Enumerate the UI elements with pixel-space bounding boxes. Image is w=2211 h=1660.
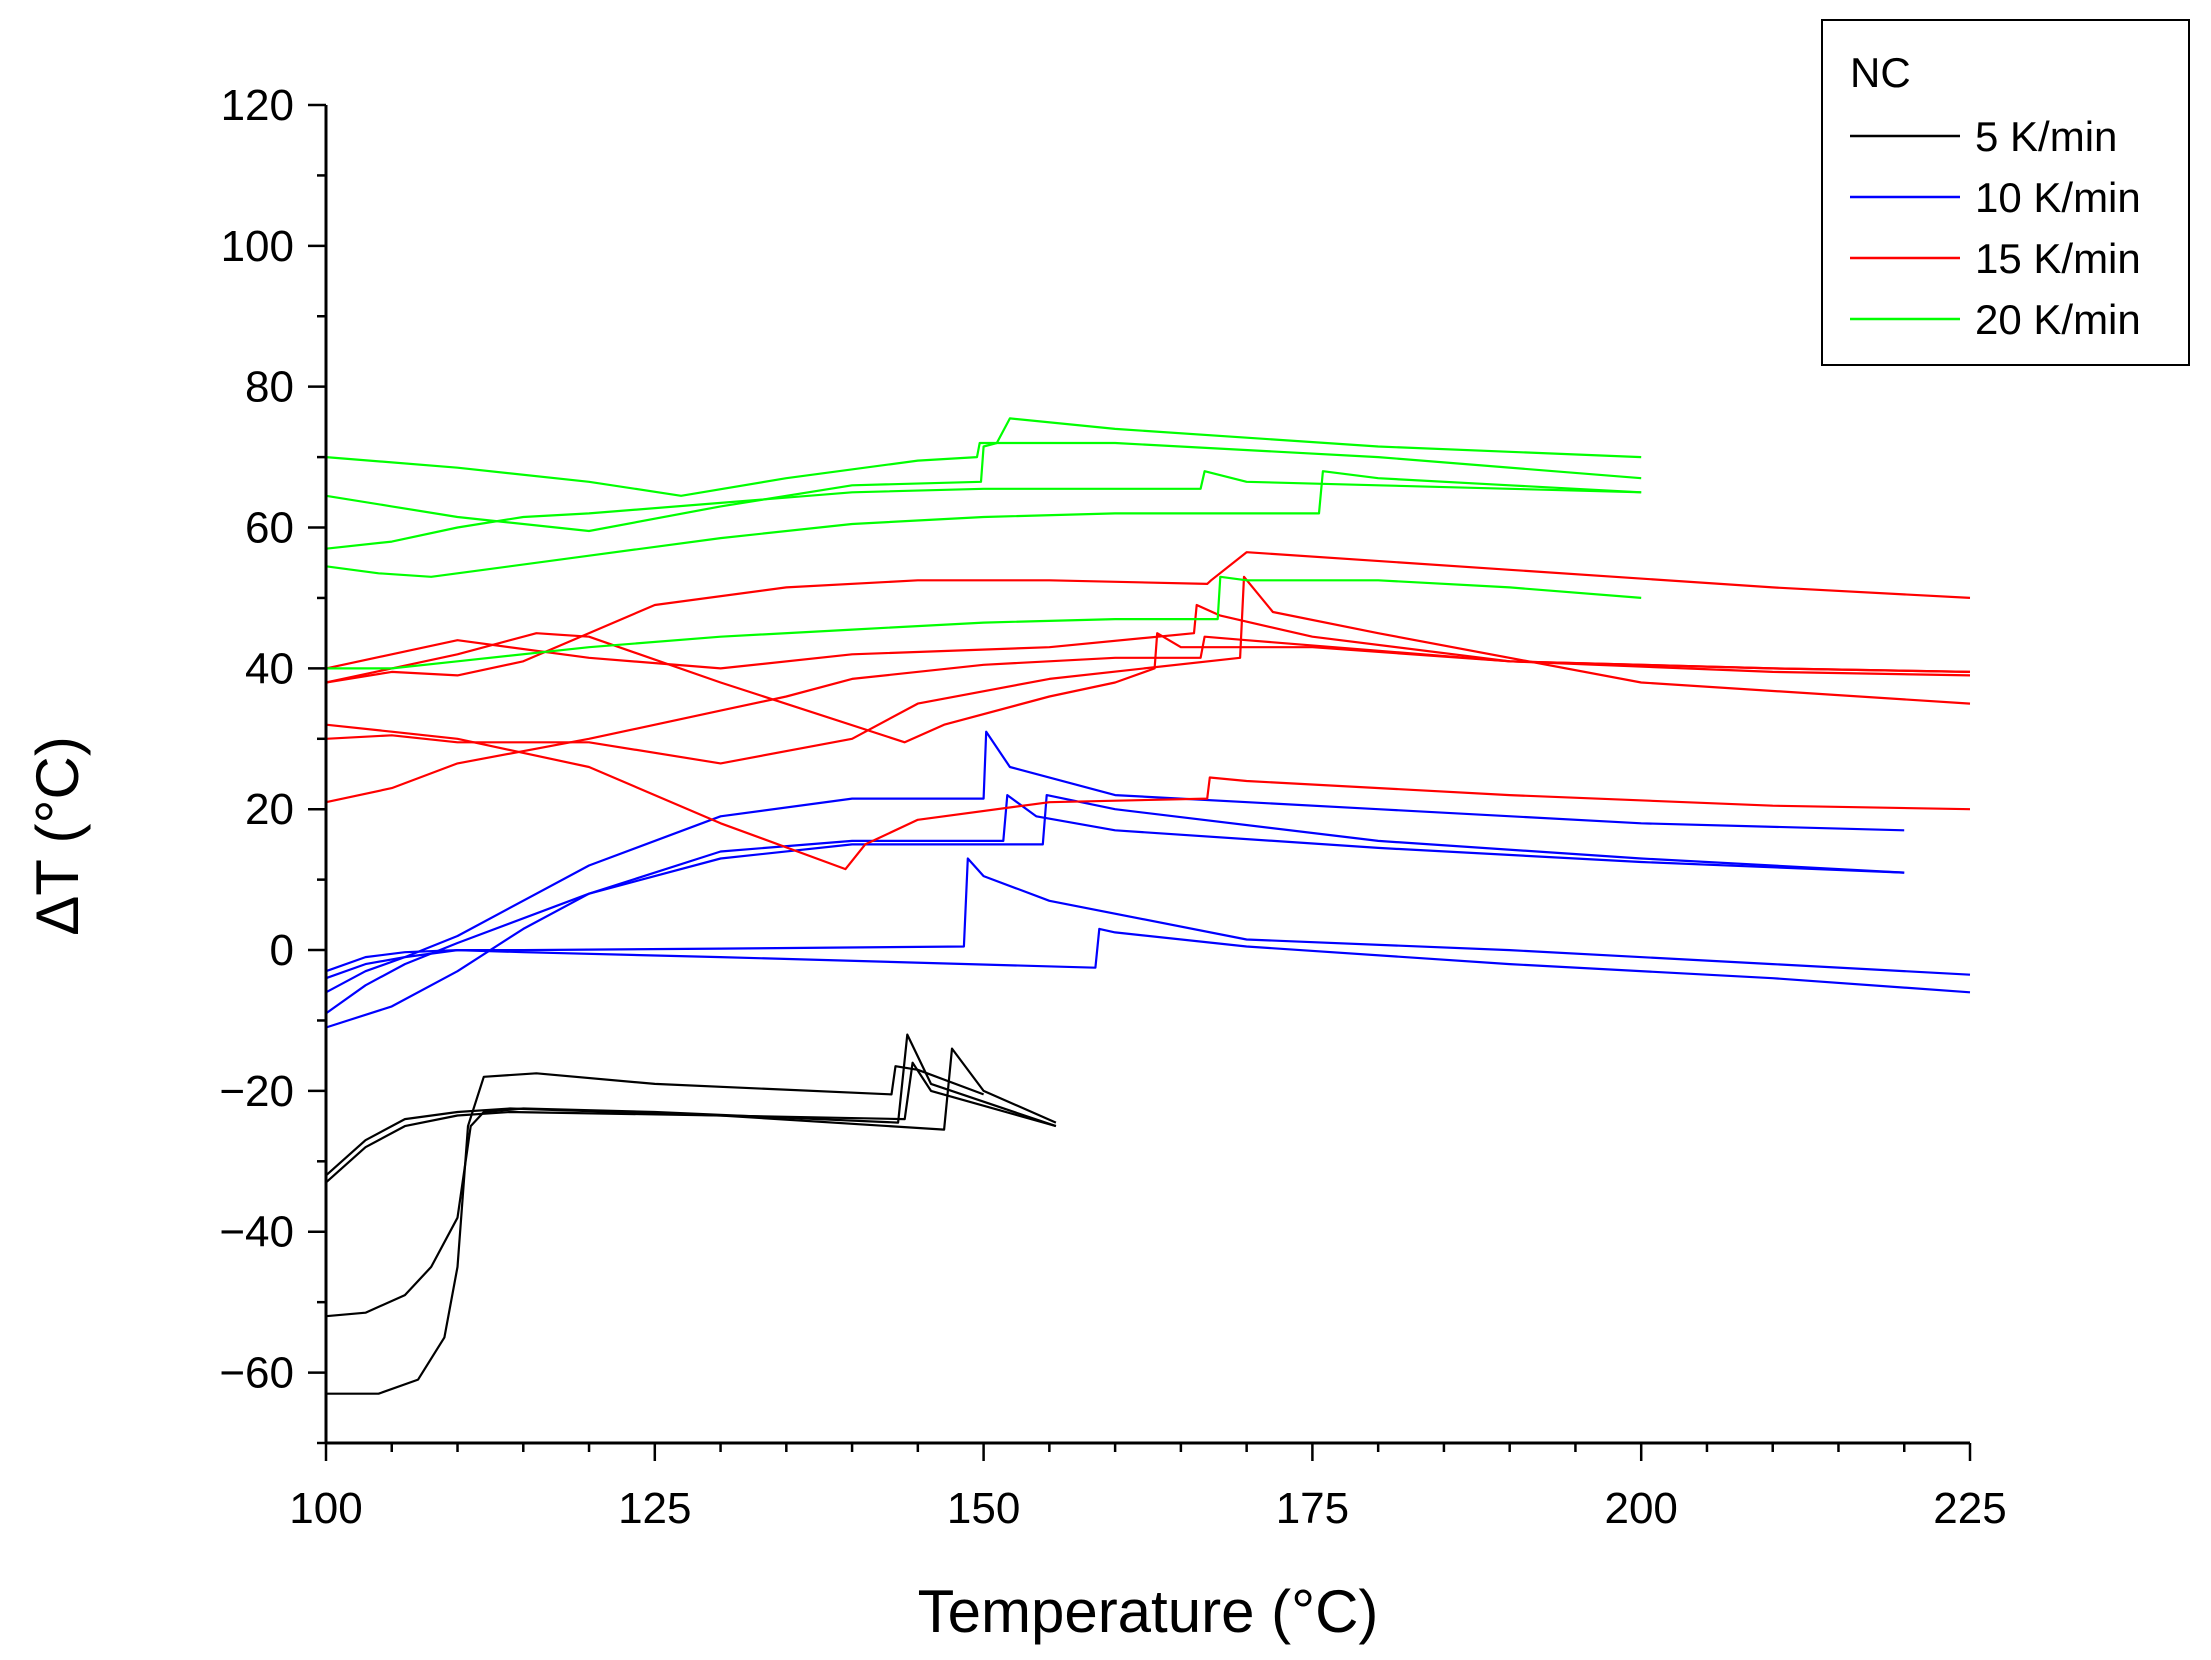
y-axis-title: ΔT (°C) [24,736,91,936]
y-tick-label: −20 [219,1067,294,1116]
series-line-10-k-min-5 [325,793,1905,1015]
x-tick-label: 200 [1604,1484,1677,1533]
y-tick-label: −60 [219,1349,294,1398]
series-line-10-k-min-7 [325,857,1971,994]
series-line-15-k-min-14 [325,723,1971,871]
series-line-5-k-min-3 [326,1065,984,1395]
y-tick-label: 0 [270,926,294,975]
series-line-20-k-min-15 [325,417,1642,497]
series-line-5-k-min-2 [325,1033,1057,1318]
legend-label: 20 K/min [1975,296,2141,343]
x-axis-title: Temperature (°C) [918,1578,1379,1645]
y-tick-label: 80 [245,363,294,412]
x-tick-label: 100 [289,1484,362,1533]
series-line-20-k-min-19 [326,575,1642,670]
x-tick-label: 175 [1276,1484,1349,1533]
x-tick-label: 225 [1933,1484,2006,1533]
series-line-5-k-min-1 [325,1047,1057,1177]
series-line-15-k-min-11 [325,632,1971,744]
legend-title: NC [1850,49,1911,96]
series-line-15-k-min-12 [325,575,1971,765]
legend-box [1821,19,2190,366]
y-tick-label: 60 [245,504,294,553]
y-tick-label: 100 [221,222,294,271]
series-line-10-k-min-8 [325,927,1971,994]
legend-label: 15 K/min [1975,235,2141,282]
x-tick-label: 150 [947,1484,1020,1533]
series-line-15-k-min-10 [325,603,1971,673]
legend: NC 5 K/min 10 K/min 15 K/min 20 K/min [1821,19,2190,366]
x-tick-label: 125 [618,1484,691,1533]
y-tick-label: 20 [245,785,294,834]
series-line-20-k-min-17 [325,470,1642,550]
y-tick-label: 40 [245,644,294,693]
axes: 100 125 150 175 200 225 −60 −40 −20 0 20 40 60 80 100 1… [219,81,2006,1533]
series-line-10-k-min-4 [325,730,1905,980]
plot-area [325,417,1971,1395]
series-line-20-k-min-18 [325,470,1642,578]
series-line-15-k-min-13 [325,635,1971,804]
legend-label: 10 K/min [1975,174,2141,221]
y-tick-label: 120 [221,81,294,130]
series-line-10-k-min-6 [325,793,1905,1029]
series-line-5-k-min-0 [325,1061,1057,1184]
y-tick-label: −40 [219,1208,294,1257]
series-line-15-k-min-9 [325,551,1971,684]
legend-label: 5 K/min [1975,113,2117,160]
series-line-20-k-min-16 [325,441,1642,533]
